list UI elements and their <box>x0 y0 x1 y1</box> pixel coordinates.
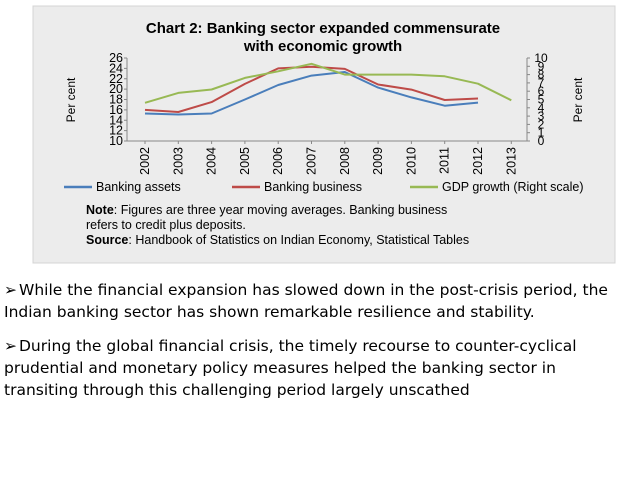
left-tick-label: 16 <box>109 103 123 117</box>
right-tick-label: 3 <box>538 109 545 123</box>
x-tick-label: 2008 <box>338 147 352 175</box>
note-text: : Figures are three year moving averages… <box>114 203 448 217</box>
right-axis-label: Per cent <box>571 77 585 122</box>
x-tick-label: 2005 <box>238 147 252 175</box>
note-label: Note <box>86 203 114 217</box>
left-tick-label: 26 <box>109 51 123 65</box>
x-axis-ticks: 2002 2003 2004 2005 2006 2007 2008 2009 2010 2011… <box>138 141 518 175</box>
x-tick-label: 2010 <box>404 147 418 175</box>
chart-note-line1: Note: Figures are three year moving aver… <box>86 203 447 217</box>
legend-label: Banking business <box>264 180 362 194</box>
arrow-bullet-icon: ➢ <box>4 337 17 355</box>
left-tick-label: 22 <box>109 72 123 86</box>
series-line-0 <box>144 71 479 116</box>
right-tick-label: 5 <box>538 93 545 107</box>
x-tick-label: 2007 <box>305 147 319 175</box>
right-tick-label: 7 <box>538 76 545 90</box>
right-tick-label: 6 <box>538 84 545 98</box>
right-tick-label: 9 <box>538 59 545 73</box>
arrow-bullet-icon: ➢ <box>4 281 17 299</box>
x-tick-label: 2004 <box>205 147 219 175</box>
x-tick-label: 2013 <box>504 147 518 175</box>
left-tick-label: 20 <box>109 82 123 96</box>
source-label: Source <box>86 233 128 247</box>
chart-title-line1: Chart 2: Banking sector expanded commens… <box>146 20 500 37</box>
bullet-item: ➢ While the financial expansion has slowe… <box>4 279 634 323</box>
right-tick-label: 0 <box>538 134 545 148</box>
right-tick-label: 1 <box>538 126 545 140</box>
legend-label: GDP growth (Right scale) <box>442 180 584 194</box>
legend-label: Banking assets <box>96 180 181 194</box>
right-tick-label: 2 <box>538 117 545 131</box>
series-line-1 <box>144 65 479 113</box>
x-tick-label: 2011 <box>438 147 452 174</box>
left-tick-label: 10 <box>109 134 123 148</box>
chart-note-line2: refers to credit plus deposits. <box>86 218 246 232</box>
chart-source: Source: Handbook of Statistics on Indian… <box>86 233 469 247</box>
left-axis-label: Per cent <box>64 77 78 122</box>
chart-title-line2: with economic growth <box>243 38 402 55</box>
bullet-list: ➢ While the financial expansion has slowe… <box>4 279 634 413</box>
left-tick-label: 14 <box>109 113 123 127</box>
bullet-item: ➢ During the global financial crisis, the… <box>4 335 634 401</box>
right-tick-label: 10 <box>534 51 548 65</box>
series-lines <box>144 62 512 116</box>
series-line-2 <box>144 62 512 104</box>
bullet-text: During the global financial crisis, the … <box>4 337 577 399</box>
source-text: : Handbook of Statistics on Indian Econo… <box>128 233 469 247</box>
left-tick-label: 18 <box>109 93 123 107</box>
left-tick-label: 24 <box>109 61 123 75</box>
right-tick-label: 8 <box>538 68 545 82</box>
x-tick-label: 2003 <box>171 147 185 175</box>
right-tick-label: 4 <box>538 101 545 115</box>
x-tick-label: 2006 <box>271 147 285 175</box>
left-tick-label: 12 <box>109 124 123 138</box>
chart-legend: Banking assets Banking business GDP growth… <box>64 180 584 194</box>
x-tick-label: 2012 <box>471 147 485 175</box>
x-tick-label: 2009 <box>371 147 385 175</box>
bullet-text: While the financial expansion has slowed… <box>4 281 608 321</box>
x-tick-label: 2002 <box>138 147 152 175</box>
chart-figure: Chart 2: Banking sector expanded commens… <box>32 5 616 264</box>
